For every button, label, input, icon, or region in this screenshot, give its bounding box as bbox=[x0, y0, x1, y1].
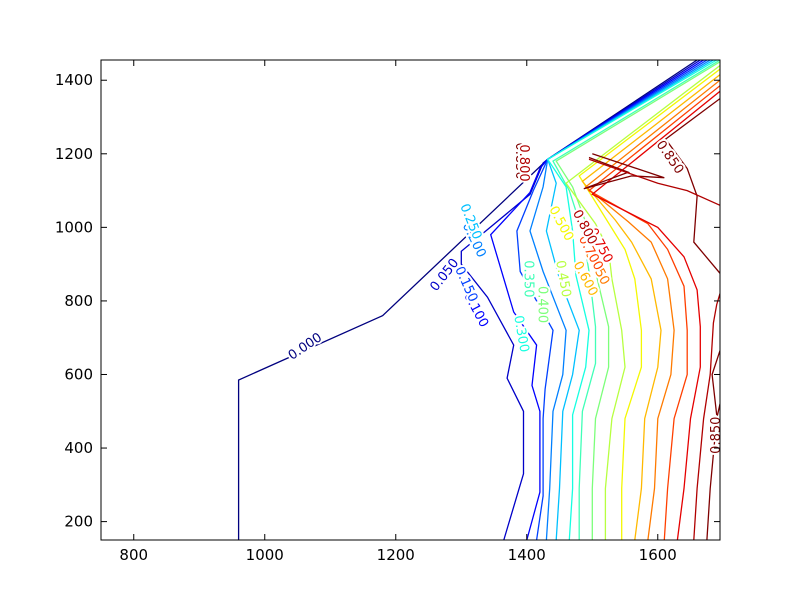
contour-line-0.850 bbox=[664, 98, 720, 274]
x-tick-label: 1200 bbox=[377, 546, 415, 564]
contour-labels: 0.0000.0500.1000.1500.2000.2500.3000.350… bbox=[284, 136, 724, 456]
contour-line-0.750 bbox=[591, 90, 720, 540]
contour-line-0.450 bbox=[565, 64, 720, 540]
contour-line-0.050 bbox=[460, 60, 701, 540]
contour-label: 0.850 bbox=[709, 417, 724, 454]
contour-line-0.100 bbox=[489, 60, 704, 540]
contour-label: 0.400 bbox=[534, 286, 549, 323]
contour-label: 0.850 bbox=[512, 142, 527, 179]
x-tick-label: 1000 bbox=[246, 546, 284, 564]
contour-line-0.800 bbox=[588, 158, 720, 206]
x-tick-label: 1400 bbox=[508, 546, 546, 564]
contour-line-0.400 bbox=[555, 61, 720, 540]
y-tick-label: 800 bbox=[64, 292, 93, 310]
contour-line-0.850 bbox=[583, 153, 665, 190]
contour-label: 0.800 bbox=[516, 144, 531, 181]
contour-line-0.800 bbox=[693, 293, 720, 540]
contour-lines bbox=[237, 60, 720, 540]
contour-line-0.150 bbox=[516, 60, 708, 540]
y-tick-label: 200 bbox=[64, 513, 93, 531]
contour-line-0.300 bbox=[546, 60, 718, 540]
plot-area bbox=[101, 60, 720, 540]
x-tick-label: 800 bbox=[119, 546, 148, 564]
y-tick-label: 600 bbox=[64, 365, 93, 383]
y-tick-label: 1000 bbox=[55, 218, 93, 236]
contour-line-0.200 bbox=[529, 60, 711, 540]
x-axis: 800 1000 1200 1400 1600 bbox=[119, 60, 677, 564]
contour-line-0.850 bbox=[711, 350, 720, 415]
contour-line-0.250 bbox=[545, 60, 714, 540]
axes-frame bbox=[100, 59, 721, 541]
x-tick-label: 1600 bbox=[639, 546, 677, 564]
contour-line-0.850 bbox=[706, 403, 720, 540]
contour-line-0.600 bbox=[581, 74, 720, 540]
contour-line-0.500 bbox=[578, 68, 720, 540]
y-tick-label: 1400 bbox=[55, 71, 93, 89]
y-tick-label: 400 bbox=[64, 439, 93, 457]
y-tick-label: 1200 bbox=[55, 145, 93, 163]
contour-line-0.350 bbox=[552, 60, 720, 540]
contour-line-0.650 bbox=[584, 79, 720, 540]
contour-label: 0.350 bbox=[521, 260, 536, 297]
y-axis: 200 400 600 800 1000 1200 1400 bbox=[55, 71, 720, 531]
